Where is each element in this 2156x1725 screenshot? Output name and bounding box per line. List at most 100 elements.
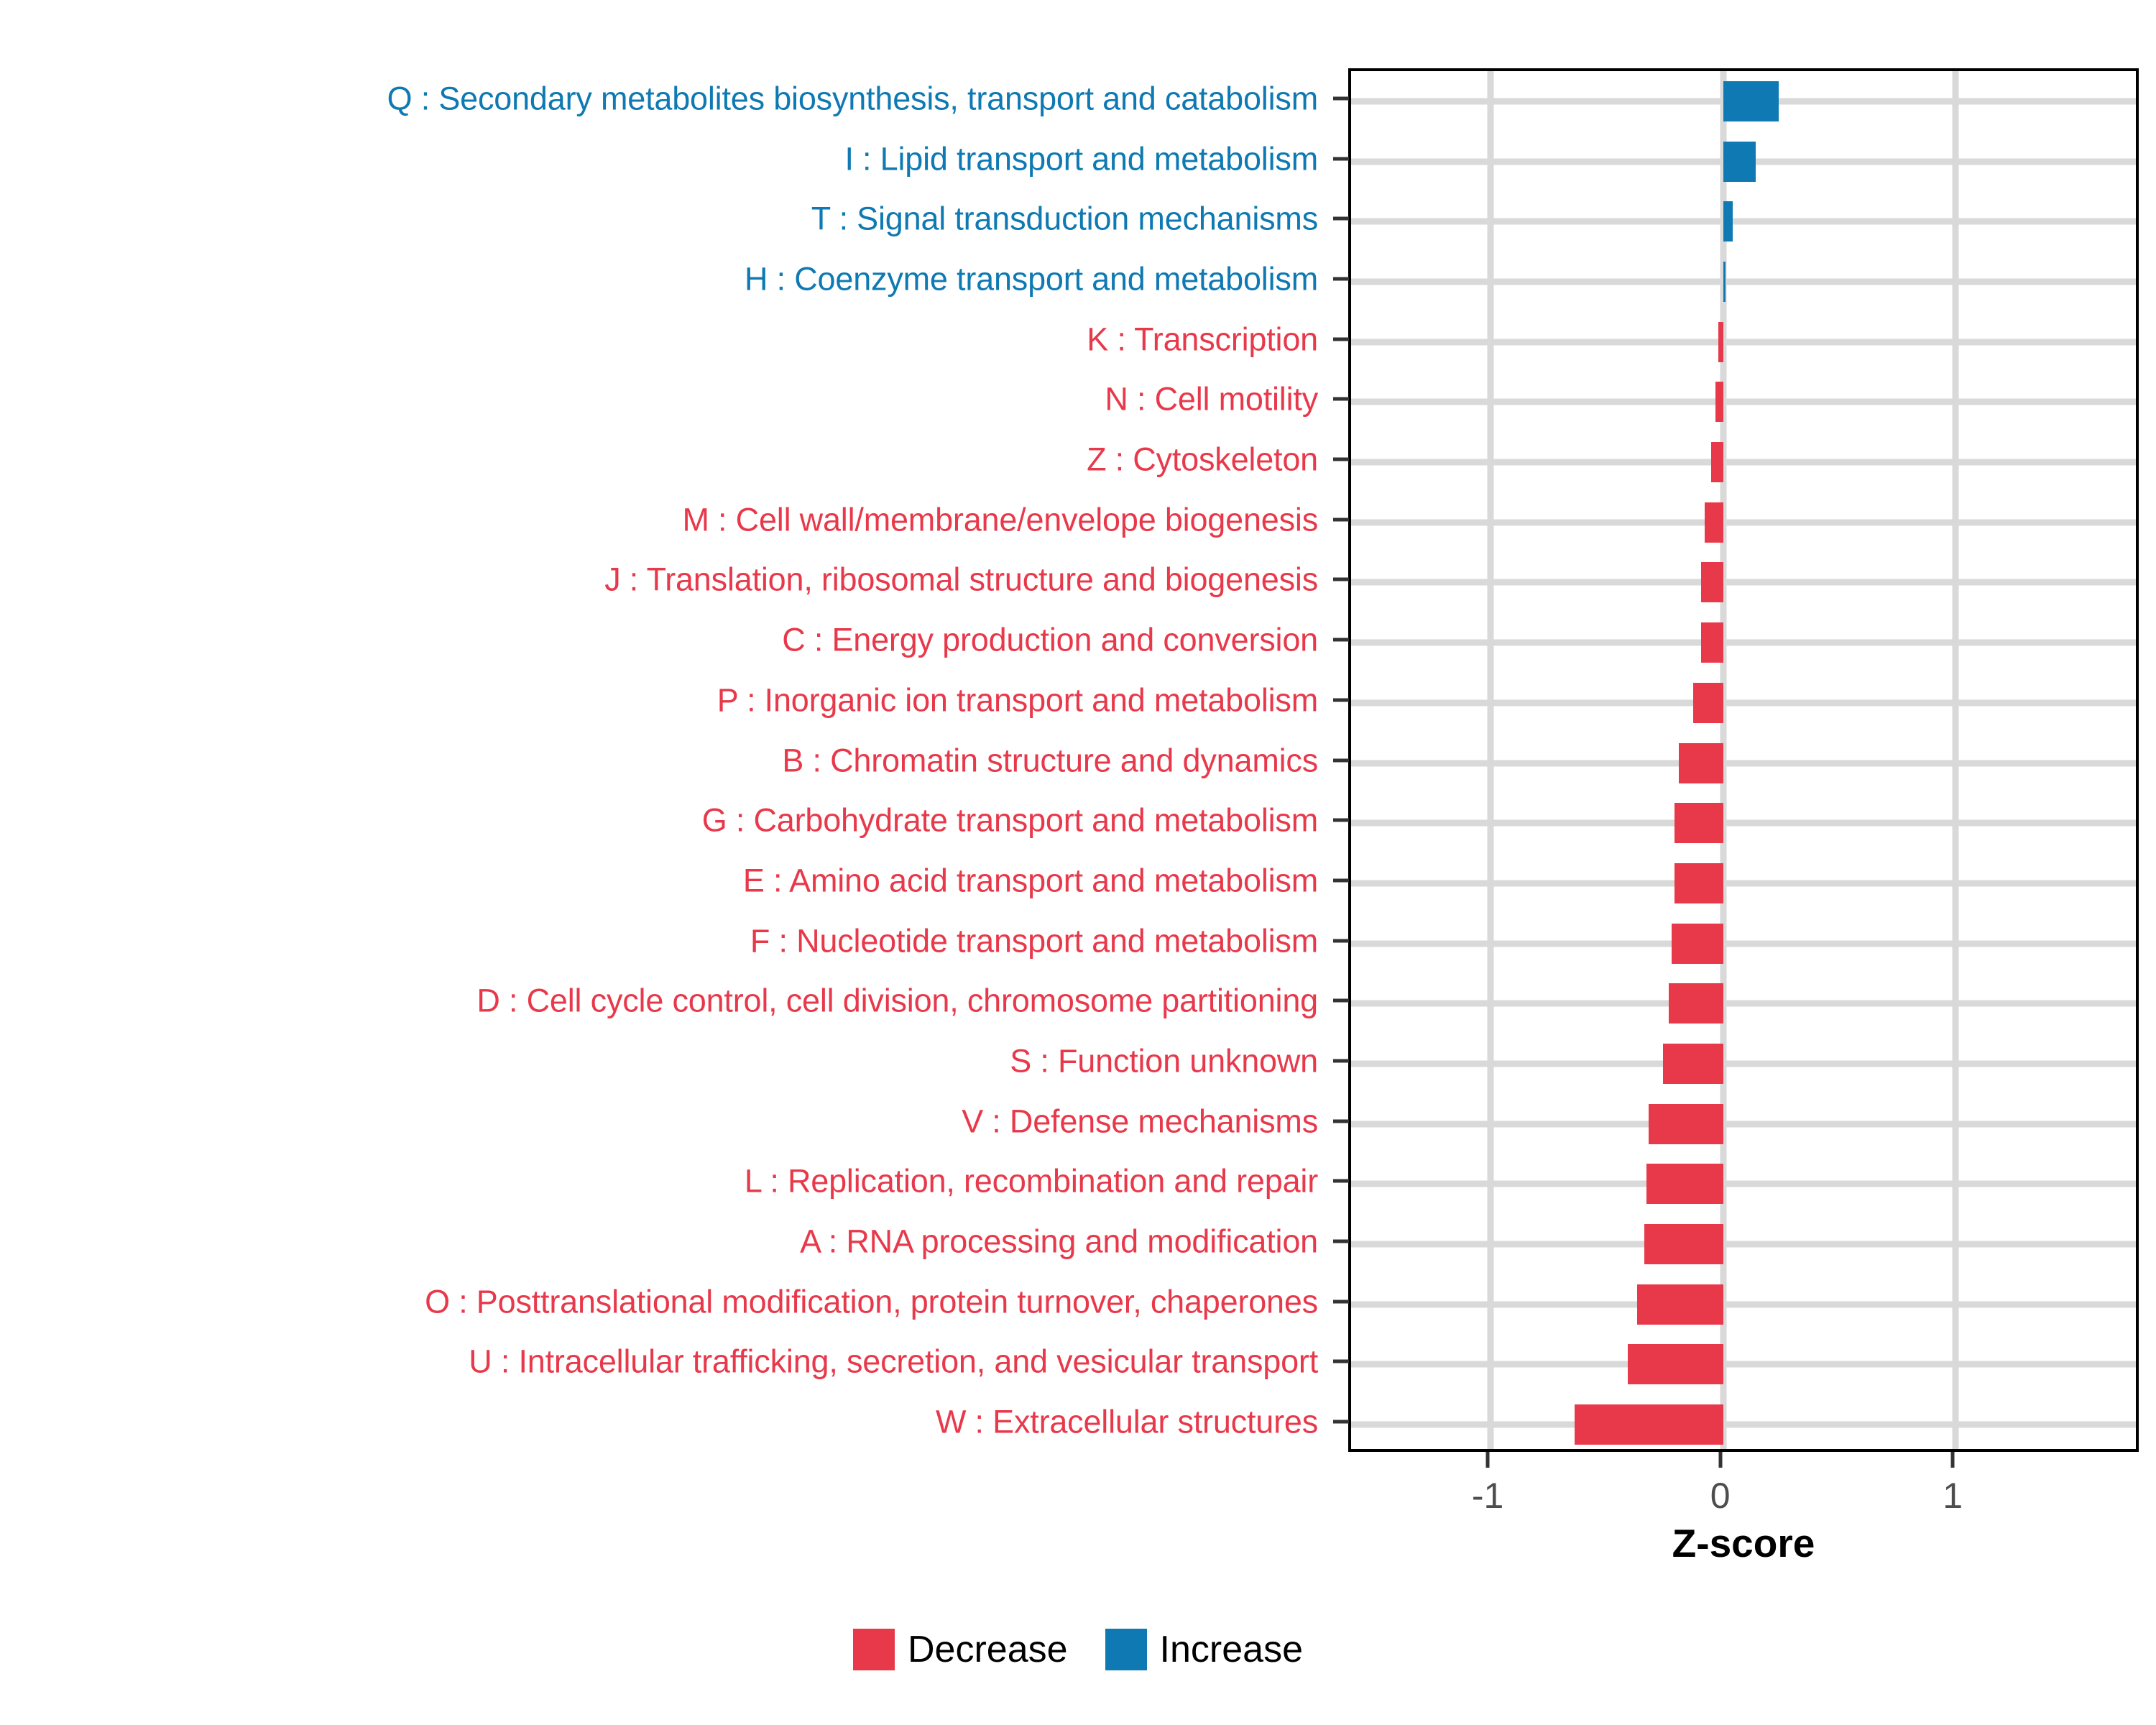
gridline-horizontal — [1351, 278, 2136, 285]
category-label: G : Carbohydrate transport and metabolis… — [701, 801, 1318, 839]
gridline-horizontal — [1351, 1421, 2136, 1428]
y-axis-tick-mark — [1333, 758, 1349, 762]
y-axis-tick-mark — [1333, 998, 1349, 1003]
category-label: Q : Secondary metabolites biosynthesis, … — [387, 80, 1319, 117]
bar — [1672, 923, 1723, 964]
y-axis-tick-mark — [1333, 1420, 1349, 1424]
category-label: E : Amino acid transport and metabolism — [742, 862, 1318, 899]
y-axis-tick-mark — [1333, 1059, 1349, 1063]
category-label: I : Lipid transport and metabolism — [844, 140, 1318, 178]
gridline-horizontal — [1351, 1241, 2136, 1248]
y-axis-tick-mark — [1333, 518, 1349, 522]
y-axis-tick-mark — [1333, 397, 1349, 401]
x-axis-tick-label: 1 — [1943, 1476, 1963, 1516]
y-axis-tick-mark — [1333, 1119, 1349, 1123]
category-label: U : Intracellular trafficking, secretion… — [469, 1343, 1318, 1380]
bar — [1723, 261, 1726, 302]
gridline-horizontal — [1351, 519, 2136, 526]
y-axis-tick-mark — [1333, 1359, 1349, 1363]
bar — [1692, 682, 1723, 723]
category-label: B : Chromatin structure and dynamics — [782, 742, 1318, 778]
category-label: H : Coenzyme transport and metabolism — [745, 260, 1318, 298]
legend-entry-increase: Increase — [1105, 1628, 1303, 1671]
gridline-horizontal — [1351, 1121, 2136, 1128]
y-axis-tick-mark — [1333, 878, 1349, 883]
category-label: C : Energy production and conversion — [782, 621, 1318, 658]
gridline-horizontal — [1351, 459, 2136, 466]
legend-swatch-increase-icon — [1105, 1629, 1147, 1670]
bar — [1723, 201, 1733, 242]
gridline-horizontal — [1351, 1000, 2136, 1007]
bar — [1679, 742, 1723, 783]
bar — [1723, 141, 1756, 182]
x-axis-tick-mark — [1485, 1452, 1490, 1468]
category-label: A : RNA processing and modification — [800, 1223, 1318, 1260]
y-axis-tick-mark — [1333, 1300, 1349, 1304]
legend-entry-decrease: Decrease — [852, 1628, 1068, 1671]
gridline-horizontal — [1351, 218, 2136, 225]
bar — [1649, 1103, 1723, 1144]
plot-panel — [1348, 68, 2139, 1452]
y-axis-tick-mark — [1333, 457, 1349, 461]
category-label: S : Function unknown — [1010, 1042, 1318, 1080]
gridline-horizontal — [1351, 699, 2136, 707]
category-label: L : Replication, recombination and repai… — [744, 1162, 1318, 1200]
legend-label-increase: Increase — [1159, 1629, 1303, 1670]
gridline-horizontal — [1351, 398, 2136, 405]
bar — [1674, 803, 1723, 844]
bar — [1674, 862, 1723, 903]
bar — [1715, 382, 1723, 423]
y-axis-tick-mark — [1333, 277, 1349, 281]
bar — [1700, 622, 1723, 663]
y-axis-tick-mark — [1333, 818, 1349, 822]
y-axis-tick-mark — [1333, 698, 1349, 702]
category-label: W : Extracellular structures — [935, 1403, 1318, 1440]
gridline-horizontal — [1351, 1180, 2136, 1187]
category-label: N : Cell motility — [1105, 380, 1318, 418]
gridline-horizontal — [1351, 760, 2136, 766]
y-axis-tick-mark — [1333, 337, 1349, 341]
bar — [1718, 321, 1723, 362]
x-axis-tick-mark — [1950, 1452, 1955, 1468]
x-axis-tick-label: -1 — [1471, 1476, 1504, 1516]
bar — [1662, 1043, 1723, 1084]
bar — [1636, 1284, 1723, 1325]
gridline-horizontal — [1351, 940, 2136, 947]
category-label: J : Translation, ribosomal structure and… — [604, 561, 1318, 598]
y-axis-tick-mark — [1333, 638, 1349, 642]
category-label: P : Inorganic ion transport and metaboli… — [717, 681, 1318, 719]
y-axis-tick-mark — [1333, 577, 1349, 581]
bar — [1711, 442, 1723, 483]
y-axis-tick-mark — [1333, 216, 1349, 221]
x-axis-tick-mark — [1718, 1452, 1723, 1468]
bar — [1574, 1404, 1723, 1445]
gridline-horizontal — [1351, 880, 2136, 887]
gridline-horizontal — [1351, 579, 2136, 586]
category-label: M : Cell wall/membrane/envelope biogenes… — [682, 501, 1318, 538]
category-label: F : Nucleotide transport and metabolism — [750, 922, 1318, 960]
gridline-horizontal — [1351, 1301, 2136, 1308]
gridline-horizontal — [1351, 639, 2136, 646]
category-label-column: Q : Secondary metabolites biosynthesis, … — [0, 68, 1334, 1452]
bar — [1646, 1164, 1723, 1205]
gridline-horizontal — [1351, 1060, 2136, 1067]
legend-swatch-decrease-icon — [852, 1629, 895, 1670]
bar — [1723, 80, 1779, 121]
category-label: Z : Cytoskeleton — [1087, 441, 1318, 478]
x-axis-tick-label: 0 — [1710, 1476, 1731, 1516]
bar — [1644, 1224, 1723, 1265]
gridline-horizontal — [1351, 1361, 2136, 1368]
category-label: V : Defense mechanisms — [962, 1103, 1318, 1140]
y-axis-tick-mark — [1333, 1179, 1349, 1183]
bar — [1668, 983, 1723, 1024]
plot-panel-inner — [1351, 71, 2136, 1449]
y-axis-tick-mark — [1333, 96, 1349, 101]
chart-legend: Decrease Increase — [0, 1628, 2156, 1671]
bar — [1704, 502, 1723, 543]
y-axis-tick-mark — [1333, 157, 1349, 161]
category-label: K : Transcription — [1087, 321, 1318, 358]
gridline-horizontal — [1351, 339, 2136, 346]
y-axis-tick-mark — [1333, 939, 1349, 943]
category-label: T : Signal transduction mechanisms — [811, 200, 1318, 237]
